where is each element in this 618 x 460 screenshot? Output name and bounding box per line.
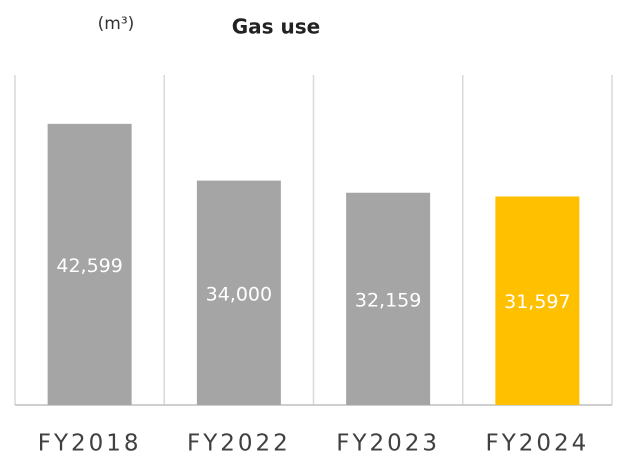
x-tick-label: FY2022 bbox=[187, 431, 291, 457]
value-label: 32,159 bbox=[355, 289, 421, 311]
x-tick-label: FY2023 bbox=[336, 431, 440, 457]
unit-label: (m³) bbox=[98, 14, 135, 34]
chart-title: Gas use bbox=[232, 15, 321, 39]
bar bbox=[495, 196, 580, 405]
bar bbox=[346, 192, 431, 405]
bar bbox=[196, 180, 281, 405]
x-tick-label: FY2024 bbox=[485, 431, 589, 457]
value-label: 42,599 bbox=[56, 255, 122, 277]
value-label: 34,000 bbox=[206, 283, 272, 305]
bar bbox=[47, 123, 132, 405]
x-tick-label: FY2018 bbox=[38, 431, 142, 457]
value-label: 31,597 bbox=[504, 291, 570, 313]
